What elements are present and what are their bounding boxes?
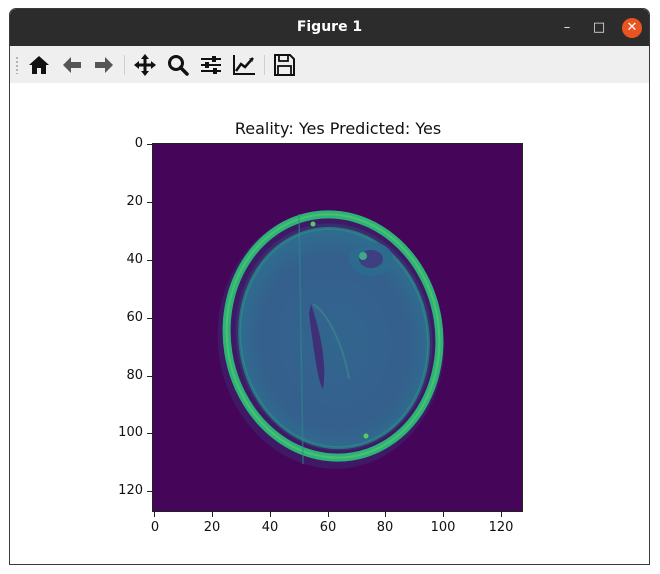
ytick-mark bbox=[147, 260, 152, 261]
xtick-mark bbox=[501, 512, 502, 517]
save-button[interactable] bbox=[271, 52, 297, 78]
xtick-label: 20 bbox=[203, 520, 221, 535]
window-title: Figure 1 bbox=[296, 19, 363, 35]
ytick-label: 20 bbox=[126, 194, 143, 209]
ytick-label: 40 bbox=[126, 252, 143, 267]
xtick-mark bbox=[385, 512, 386, 517]
arrow-left-icon bbox=[63, 57, 81, 73]
arrow-right-icon bbox=[95, 57, 113, 73]
title-bar[interactable]: Figure 1 – □ ✕ bbox=[10, 9, 649, 46]
xtick-label: 100 bbox=[430, 520, 456, 535]
xtick-mark bbox=[328, 512, 329, 517]
image-axes[interactable] bbox=[152, 143, 523, 512]
ytick-label: 0 bbox=[134, 136, 143, 151]
minimize-button[interactable]: – bbox=[563, 20, 571, 35]
mri-brain-image bbox=[153, 144, 522, 511]
configure-subplots-button[interactable] bbox=[198, 52, 224, 78]
ytick-label: 120 bbox=[118, 483, 143, 498]
toolbar bbox=[10, 46, 649, 84]
figure-canvas[interactable]: Reality: Yes Predicted: Yes bbox=[10, 83, 649, 564]
xtick-mark bbox=[154, 512, 155, 517]
figure-window: Figure 1 – □ ✕ bbox=[9, 8, 650, 565]
back-button[interactable] bbox=[59, 52, 85, 78]
xtick-label: 60 bbox=[319, 520, 337, 535]
xtick-label: 0 bbox=[150, 520, 160, 535]
close-button[interactable]: ✕ bbox=[622, 18, 642, 38]
ytick-mark bbox=[147, 491, 152, 492]
maximize-button[interactable]: □ bbox=[592, 20, 606, 35]
pan-button[interactable] bbox=[132, 52, 158, 78]
magnifier-icon bbox=[168, 55, 189, 76]
edit-axis-button[interactable] bbox=[231, 52, 257, 78]
xtick-mark bbox=[212, 512, 213, 517]
ytick-mark bbox=[147, 376, 152, 377]
move-icon bbox=[134, 54, 156, 76]
toolbar-separator bbox=[264, 55, 265, 75]
xtick-label: 40 bbox=[261, 520, 279, 535]
forward-button[interactable] bbox=[91, 52, 117, 78]
line-chart-icon bbox=[233, 55, 255, 75]
home-icon bbox=[29, 56, 49, 74]
xtick-label: 80 bbox=[376, 520, 394, 535]
toolbar-separator bbox=[124, 55, 125, 75]
zoom-button[interactable] bbox=[165, 52, 191, 78]
ytick-label: 60 bbox=[126, 310, 143, 325]
ytick-label: 80 bbox=[126, 368, 143, 383]
xtick-label: 120 bbox=[488, 520, 514, 535]
home-button[interactable] bbox=[26, 52, 52, 78]
ytick-mark bbox=[147, 318, 152, 319]
ytick-label: 100 bbox=[118, 425, 143, 440]
floppy-disk-icon bbox=[274, 54, 295, 76]
xtick-mark bbox=[443, 512, 444, 517]
sliders-icon bbox=[201, 56, 221, 74]
plot-title: Reality: Yes Predicted: Yes bbox=[234, 119, 442, 138]
ytick-mark bbox=[147, 202, 152, 203]
ytick-mark bbox=[147, 433, 152, 434]
toolbar-grip[interactable] bbox=[15, 56, 19, 74]
xtick-mark bbox=[270, 512, 271, 517]
ytick-mark bbox=[147, 144, 152, 145]
